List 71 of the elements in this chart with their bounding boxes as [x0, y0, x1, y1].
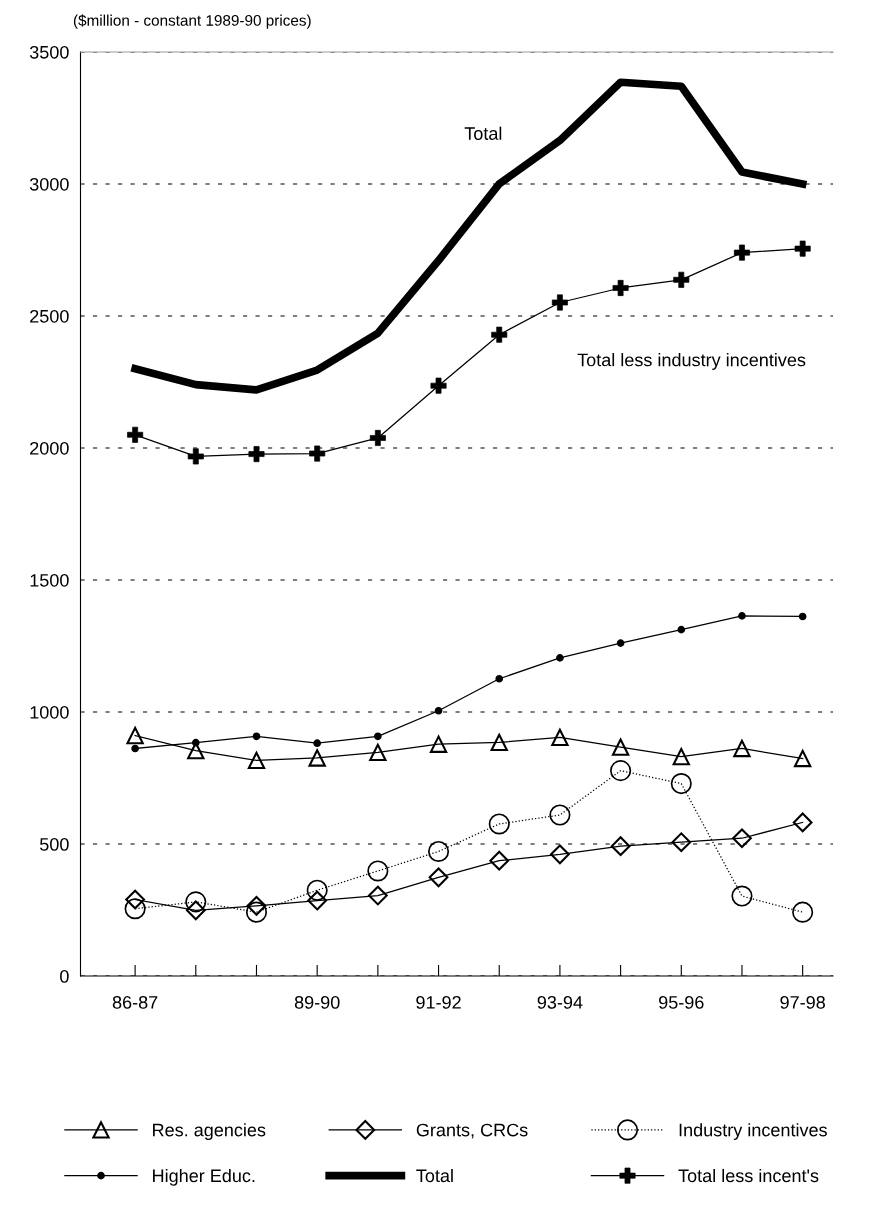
- legend-label: Higher Educ.: [153, 1168, 255, 1186]
- point: [671, 832, 692, 853]
- point: [247, 751, 266, 770]
- point: [429, 735, 448, 753]
- point: [185, 900, 206, 921]
- x-tick-label: 91-92: [416, 995, 461, 1009]
- point: [306, 879, 328, 901]
- point: [427, 840, 450, 862]
- legend-label: Grants, CRCs: [416, 1123, 528, 1139]
- point: [252, 732, 261, 741]
- point: [738, 612, 746, 620]
- point: [549, 804, 571, 826]
- point: [551, 728, 569, 747]
- legend-label: Total: [416, 1168, 453, 1183]
- x-tick-label: 89-90: [294, 995, 340, 1009]
- point: [367, 860, 389, 882]
- point: [434, 706, 443, 715]
- point: [733, 739, 751, 758]
- legend-label: Total less incent's: [678, 1168, 819, 1183]
- point: [731, 885, 753, 907]
- x-tick-label: 97-98: [780, 995, 825, 1009]
- y-axis-title: ($million - constant 1989-90 prices): [73, 14, 311, 29]
- point: [313, 739, 321, 748]
- x-tick-label: 86-87: [112, 995, 158, 1009]
- point: [610, 836, 631, 857]
- point: [246, 895, 267, 916]
- legend-label: Industry incentives: [679, 1123, 827, 1140]
- point: [793, 749, 812, 768]
- x-tick-label: 95-96: [659, 995, 704, 1009]
- annotation: Total: [464, 126, 502, 140]
- y-tick-label: 3000: [29, 177, 69, 191]
- y-tick-label: 1500: [30, 573, 69, 587]
- y-tick-label: 500: [39, 837, 69, 851]
- point: [616, 639, 625, 647]
- point: [126, 726, 144, 745]
- annotation: Total less industry incentives: [577, 353, 806, 370]
- y-tick-label: 3500: [29, 45, 69, 59]
- point: [489, 850, 510, 871]
- point: [308, 749, 326, 767]
- point: [677, 625, 686, 634]
- point: [191, 738, 200, 747]
- x-tick-label: 93-94: [537, 995, 583, 1009]
- legend-label: Res. agencies: [153, 1123, 266, 1140]
- point: [611, 738, 630, 756]
- point: [672, 747, 690, 766]
- point: [488, 813, 510, 835]
- point: [428, 867, 449, 888]
- point: [550, 844, 570, 865]
- point: [556, 654, 564, 662]
- point: [125, 889, 145, 910]
- point: [792, 812, 813, 833]
- point: [131, 744, 139, 753]
- point: [495, 674, 504, 683]
- point: [374, 732, 382, 741]
- point: [367, 885, 388, 906]
- point: [733, 244, 750, 261]
- point: [732, 828, 752, 849]
- point: [792, 901, 814, 923]
- point: [245, 901, 268, 923]
- point: [610, 760, 632, 782]
- point: [307, 890, 328, 911]
- y-tick-label: 1000: [30, 705, 69, 719]
- point: [798, 612, 807, 621]
- point: [490, 733, 508, 752]
- y-tick-label: 0: [60, 970, 69, 983]
- y-tick-label: 2500: [30, 309, 69, 323]
- point: [124, 898, 146, 920]
- point: [185, 891, 207, 913]
- point: [670, 773, 692, 795]
- point: [369, 743, 387, 762]
- y-tick-label: 2000: [30, 441, 69, 455]
